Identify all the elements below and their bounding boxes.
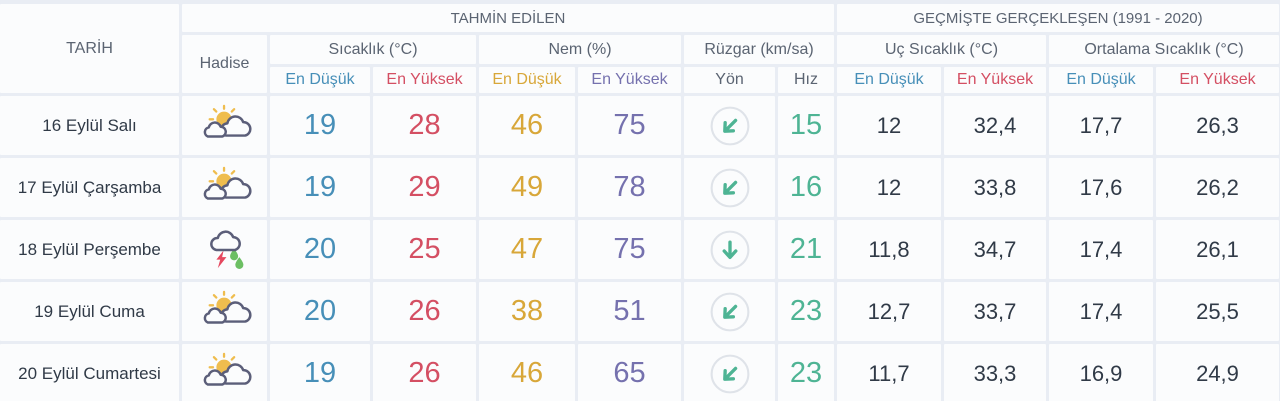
humidity-min-cell: 49	[479, 158, 575, 217]
humidity-min-cell: 46	[479, 96, 575, 155]
wind-direction-cell	[684, 282, 775, 341]
subheader-wind-direction: Yön	[684, 67, 775, 93]
partly-cloudy-icon	[203, 352, 252, 386]
extreme-min-cell: 12,7	[837, 282, 941, 341]
temp-max-cell: 26	[373, 282, 476, 341]
wind-direction-arrow-icon	[701, 97, 758, 154]
temp-max-cell: 25	[373, 220, 476, 279]
average-max-cell: 24,9	[1156, 344, 1279, 401]
extreme-max-cell: 32,4	[944, 96, 1046, 155]
average-min-cell: 16,9	[1049, 344, 1153, 401]
temp-min-cell: 19	[270, 96, 370, 155]
humidity-max-cell: 51	[578, 282, 681, 341]
temp-min-cell: 20	[270, 282, 370, 341]
subheader-humidity-max: En Yüksek	[578, 67, 681, 93]
humidity-max-cell: 75	[578, 96, 681, 155]
extreme-max-cell: 33,7	[944, 282, 1046, 341]
extreme-max-cell: 34,7	[944, 220, 1046, 279]
temp-max-cell: 26	[373, 344, 476, 401]
humidity-max-cell: 65	[578, 344, 681, 401]
subheader-temp-max: En Yüksek	[373, 67, 476, 93]
condition-icon-cell	[182, 158, 267, 217]
average-min-cell: 17,7	[1049, 96, 1153, 155]
wind-direction-arrow-icon	[701, 283, 758, 340]
humidity-max-cell: 78	[578, 158, 681, 217]
extreme-max-cell: 33,8	[944, 158, 1046, 217]
partly-cloudy-icon	[203, 290, 252, 324]
humidity-min-cell: 46	[479, 344, 575, 401]
wind-direction-arrow-icon	[701, 159, 758, 216]
extreme-min-cell: 12	[837, 158, 941, 217]
date-cell: 16 Eylül Salı	[0, 96, 179, 155]
extreme-min-cell: 12	[837, 96, 941, 155]
header-forecast-group: TAHMİN EDİLEN	[182, 4, 834, 32]
partly-cloudy-icon	[203, 166, 252, 200]
header-temperature: Sıcaklık (°C)	[270, 35, 476, 64]
wind-direction-cell	[684, 96, 775, 155]
wind-direction-arrow-icon	[701, 345, 758, 401]
thunderstorm-icon	[209, 229, 245, 270]
subheader-average-min: En Düşük	[1049, 67, 1153, 93]
date-cell: 19 Eylül Cuma	[0, 282, 179, 341]
temp-max-cell: 28	[373, 96, 476, 155]
average-max-cell: 26,1	[1156, 220, 1279, 279]
subheader-wind-speed: Hız	[778, 67, 834, 93]
subheader-extreme-min: En Düşük	[837, 67, 941, 93]
average-max-cell: 26,2	[1156, 158, 1279, 217]
humidity-max-cell: 75	[578, 220, 681, 279]
partly-cloudy-icon	[203, 104, 252, 138]
date-cell: 20 Eylül Cumartesi	[0, 344, 179, 401]
wind-direction-cell	[684, 220, 775, 279]
wind-speed-cell: 16	[778, 158, 834, 217]
temp-min-cell: 19	[270, 344, 370, 401]
extreme-min-cell: 11,8	[837, 220, 941, 279]
header-history-group: GEÇMİŞTE GERÇEKLEŞEN (1991 - 2020)	[837, 4, 1279, 32]
average-min-cell: 17,6	[1049, 158, 1153, 217]
humidity-min-cell: 38	[479, 282, 575, 341]
condition-icon-cell	[182, 96, 267, 155]
wind-direction-arrow-icon	[709, 229, 750, 270]
condition-icon-cell	[182, 344, 267, 401]
average-max-cell: 25,5	[1156, 282, 1279, 341]
header-date: TARİH	[0, 4, 179, 93]
wind-direction-cell	[684, 344, 775, 401]
subheader-average-max: En Yüksek	[1156, 67, 1279, 93]
average-min-cell: 17,4	[1049, 282, 1153, 341]
average-min-cell: 17,4	[1049, 220, 1153, 279]
header-humidity: Nem (%)	[479, 35, 681, 64]
header-average-temperature: Ortalama Sıcaklık (°C)	[1049, 35, 1279, 64]
subheader-temp-min: En Düşük	[270, 67, 370, 93]
header-condition: Hadise	[182, 35, 267, 93]
humidity-min-cell: 47	[479, 220, 575, 279]
subheader-extreme-max: En Yüksek	[944, 67, 1046, 93]
header-wind: Rüzgar (km/sa)	[684, 35, 834, 64]
date-cell: 17 Eylül Çarşamba	[0, 158, 179, 217]
wind-speed-cell: 15	[778, 96, 834, 155]
wind-speed-cell: 21	[778, 220, 834, 279]
temp-min-cell: 20	[270, 220, 370, 279]
condition-icon-cell	[182, 282, 267, 341]
wind-speed-cell: 23	[778, 282, 834, 341]
wind-direction-cell	[684, 158, 775, 217]
extreme-min-cell: 11,7	[837, 344, 941, 401]
temp-min-cell: 19	[270, 158, 370, 217]
wind-speed-cell: 23	[778, 344, 834, 401]
subheader-humidity-min: En Düşük	[479, 67, 575, 93]
condition-icon-cell	[182, 220, 267, 279]
date-cell: 18 Eylül Perşembe	[0, 220, 179, 279]
header-extreme-temperature: Uç Sıcaklık (°C)	[837, 35, 1046, 64]
temp-max-cell: 29	[373, 158, 476, 217]
extreme-max-cell: 33,3	[944, 344, 1046, 401]
average-max-cell: 26,3	[1156, 96, 1279, 155]
